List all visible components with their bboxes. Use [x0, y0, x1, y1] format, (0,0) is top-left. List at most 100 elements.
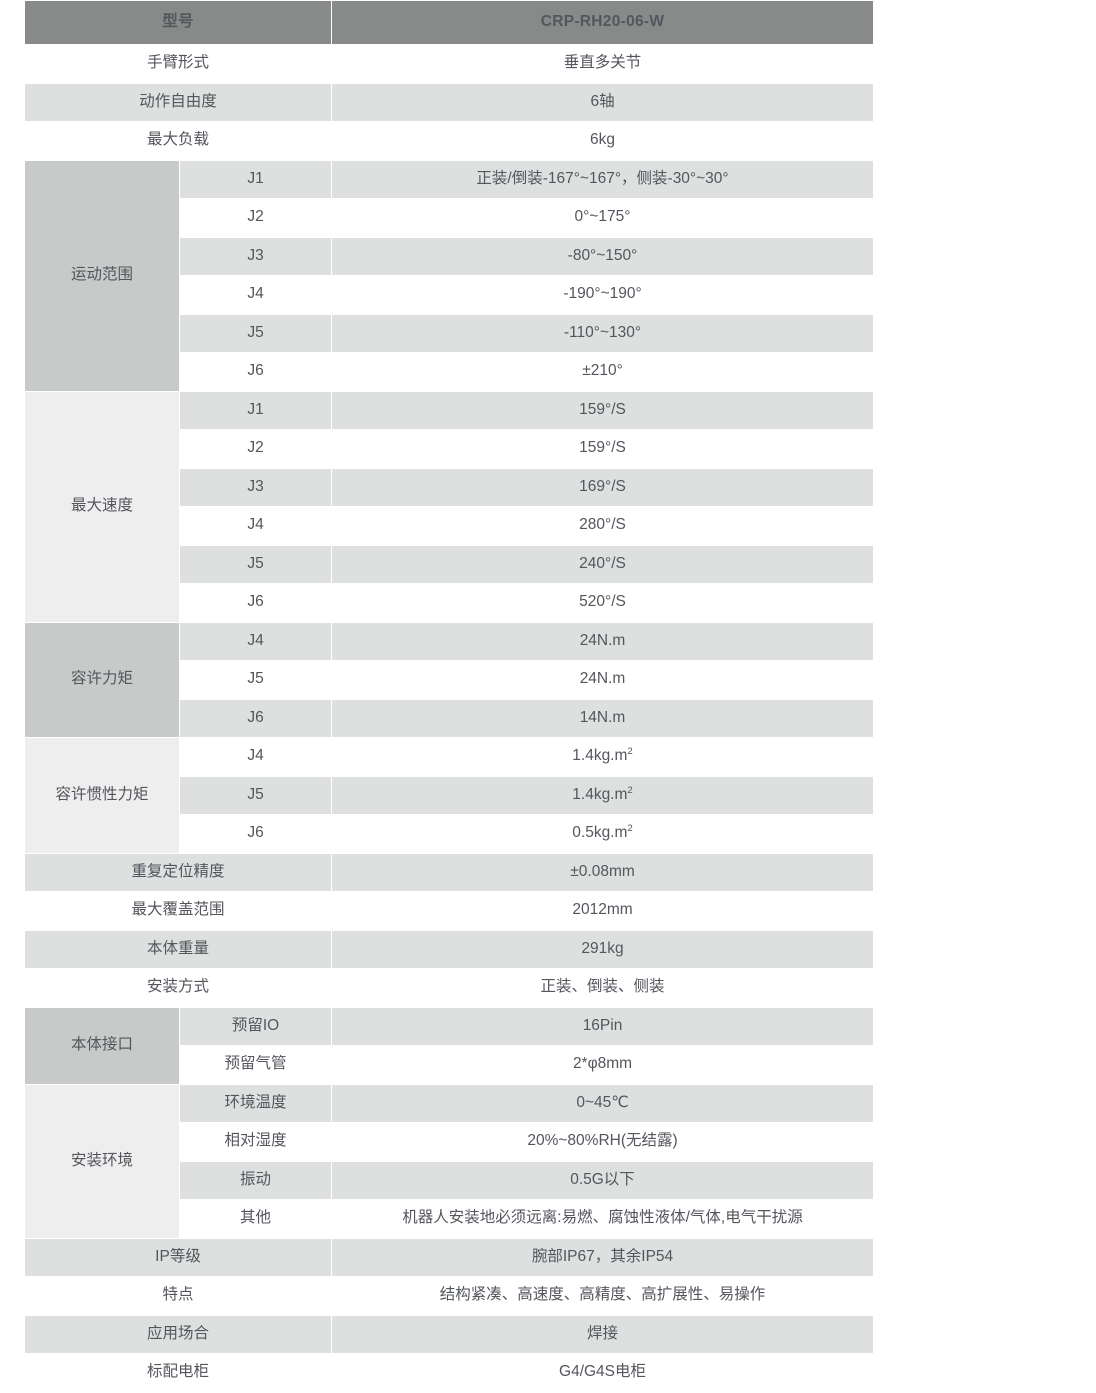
row-value-standard-controller: G4/G4S电柜	[332, 1354, 874, 1392]
robot-specification-table: 型号 CRP-RH20-06-W 手臂形式 垂直多关节 动作自由度 6轴 最大负…	[25, 0, 874, 1393]
sub-label-inertia-j6: J6	[180, 815, 333, 853]
row-value-max-payload: 6kg	[332, 122, 874, 160]
table-row: 重复定位精度 ±0.08mm	[25, 853, 874, 891]
header-model-cell: CRP-RH20-06-W	[332, 1, 874, 44]
table-row: 标配电柜 G4/G4S电柜	[25, 1354, 874, 1392]
value-speed-j3: 169°/S	[332, 468, 874, 506]
table-row: 最大速度 J1 159°/S	[25, 391, 874, 622]
sub-label-torque-j4: J4	[180, 622, 333, 660]
sub-label-reserved-io: 预留IO	[180, 1007, 333, 1045]
sub-label-relative-humidity: 相对湿度	[180, 1123, 333, 1161]
value-motion-j6: ±210°	[332, 353, 874, 391]
table-row: 预留气管 2*φ8mm	[25, 1046, 874, 1084]
value-inertia-j4-base: 1.4kg.m	[572, 747, 628, 765]
table-row: 最大覆盖范围 2012mm	[25, 892, 874, 930]
sub-label-reserved-air-tube: 预留气管	[180, 1046, 333, 1084]
row-value-body-weight: 291kg	[332, 930, 874, 968]
row-label-mounting-method: 安装方式	[25, 969, 333, 1007]
value-relative-humidity: 20%~80%RH(无结露)	[332, 1123, 874, 1161]
sub-label-motion-j4: J4	[180, 276, 333, 314]
value-ambient-temperature: 0~45℃	[332, 1084, 874, 1122]
value-speed-j4: 280°/S	[332, 507, 874, 545]
row-label-repeatability: 重复定位精度	[25, 853, 333, 891]
sub-label-speed-j6: J6	[180, 584, 333, 622]
table-row: J6 ±210°	[25, 353, 874, 391]
row-label-max-payload: 最大负载	[25, 122, 333, 160]
value-speed-j2: 159°/S	[332, 430, 874, 468]
table-header-row: 型号 CRP-RH20-06-W	[25, 1, 874, 44]
sub-label-ambient-temperature: 环境温度	[180, 1084, 333, 1122]
sub-label-speed-j5: J5	[180, 545, 333, 583]
value-inertia-j4: 1.4kg.m2	[332, 738, 874, 776]
value-reserved-io: 16Pin	[332, 1007, 874, 1045]
sub-label-motion-j3: J3	[180, 237, 333, 275]
value-motion-j4: -190°~190°	[332, 276, 874, 314]
value-inertia-j4-exponent: 2	[627, 746, 633, 758]
sub-label-other: 其他	[180, 1200, 333, 1238]
value-motion-j5: -110°~130°	[332, 314, 874, 352]
table-row: J6 0.5kg.m2	[25, 815, 874, 853]
row-label-max-reach: 最大覆盖范围	[25, 892, 333, 930]
table-row: J5 240°/S	[25, 545, 874, 583]
table-row: 手臂形式 垂直多关节	[25, 45, 874, 83]
value-torque-j6: 14N.m	[332, 699, 874, 737]
value-inertia-j5-exponent: 2	[627, 784, 633, 796]
table-row: J2 159°/S	[25, 430, 874, 468]
table-row: J6 520°/S	[25, 584, 874, 622]
row-value-features: 结构紧凑、高速度、高精度、高扩展性、易操作	[332, 1277, 874, 1315]
group-label-body-interface: 本体接口	[25, 1007, 180, 1084]
table-row: 安装环境 环境温度 0~45℃	[25, 1084, 874, 1238]
value-inertia-j5: 1.4kg.m2	[332, 776, 874, 814]
row-label-standard-controller: 标配电柜	[25, 1354, 333, 1392]
sub-label-vibration: 振动	[180, 1161, 333, 1199]
sub-label-speed-j4: J4	[180, 507, 333, 545]
row-value-application: 焊接	[332, 1315, 874, 1353]
table-row: 最大负载 6kg	[25, 122, 874, 160]
sub-label-speed-j1: J1	[180, 391, 333, 429]
group-label-max-speed: 最大速度	[25, 391, 180, 622]
value-vibration: 0.5G以下	[332, 1161, 874, 1199]
specification-sheet: 型号 CRP-RH20-06-W 手臂形式 垂直多关节 动作自由度 6轴 最大负…	[25, 1, 874, 1381]
sub-label-torque-j5: J5	[180, 661, 333, 699]
table-row: 安装方式 正装、倒装、侧装	[25, 969, 874, 1007]
value-motion-j2: 0°~175°	[332, 199, 874, 237]
sub-label-motion-j2: J2	[180, 199, 333, 237]
table-row: J5 -110°~130°	[25, 314, 874, 352]
sub-label-speed-j3: J3	[180, 468, 333, 506]
table-row: 容许惯性力矩 J4 1.4kg.m2	[25, 738, 874, 853]
sub-label-motion-j1: J1	[180, 160, 333, 198]
table-row: 振动 0.5G以下	[25, 1161, 874, 1199]
row-label-ip-rating: IP等级	[25, 1238, 333, 1276]
row-value-dof: 6轴	[332, 83, 874, 121]
sub-label-inertia-j5: J5	[180, 776, 333, 814]
value-speed-j6: 520°/S	[332, 584, 874, 622]
table-row: IP等级 腕部IP67，其余IP54	[25, 1238, 874, 1276]
value-speed-j5: 240°/S	[332, 545, 874, 583]
table-row: 应用场合 焊接	[25, 1315, 874, 1353]
row-value-repeatability: ±0.08mm	[332, 853, 874, 891]
row-value-max-reach: 2012mm	[332, 892, 874, 930]
table-row: 本体重量 291kg	[25, 930, 874, 968]
row-label-body-weight: 本体重量	[25, 930, 333, 968]
value-torque-j5: 24N.m	[332, 661, 874, 699]
table-row: J5 1.4kg.m2	[25, 776, 874, 814]
table-row: J4 -190°~190°	[25, 276, 874, 314]
value-inertia-j6-exponent: 2	[627, 823, 633, 835]
value-inertia-j6-base: 0.5kg.m	[572, 824, 628, 842]
row-value-ip-rating: 腕部IP67，其余IP54	[332, 1238, 874, 1276]
group-label-motion-range: 运动范围	[25, 160, 180, 391]
table-row: J4 280°/S	[25, 507, 874, 545]
value-inertia-j5-base: 1.4kg.m	[572, 785, 628, 803]
row-label-features: 特点	[25, 1277, 333, 1315]
table-row: 动作自由度 6轴	[25, 83, 874, 121]
row-label-application: 应用场合	[25, 1315, 333, 1353]
table-row: 运动范围 J1 正装/倒装-167°~167°，侧装-30°~30°	[25, 160, 874, 391]
value-inertia-j6: 0.5kg.m2	[332, 815, 874, 853]
group-label-allowable-torque: 容许力矩	[25, 622, 180, 737]
table-row: 本体接口 预留IO 16Pin	[25, 1007, 874, 1084]
row-label-arm-type: 手臂形式	[25, 45, 333, 83]
sub-label-motion-j6: J6	[180, 353, 333, 391]
table-row: 特点 结构紧凑、高速度、高精度、高扩展性、易操作	[25, 1277, 874, 1315]
value-other: 机器人安装地必须远离:易燃、腐蚀性液体/气体,电气干扰源	[332, 1200, 874, 1238]
table-row: J5 24N.m	[25, 661, 874, 699]
